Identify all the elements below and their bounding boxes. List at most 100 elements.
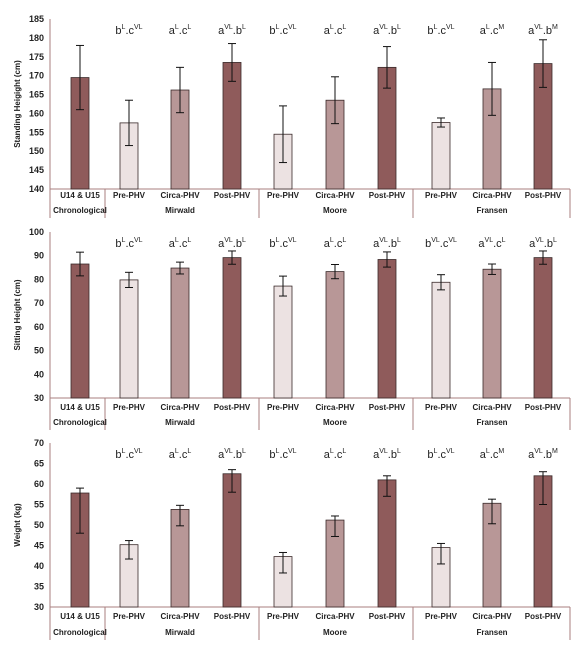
- significance-annotation: bL.cVL: [269, 448, 296, 461]
- significance-annotation: aVL.bL: [218, 24, 246, 37]
- group-label: Mirwald: [165, 206, 195, 215]
- y-tick-label: 90: [34, 251, 44, 261]
- significance-annotation: aVL.bL: [218, 237, 246, 250]
- category-label: Pre-PHV: [113, 191, 146, 200]
- bar: [377, 259, 397, 399]
- category-label: Circa-PHV: [160, 191, 200, 200]
- significance-annotation: aVL.bL: [373, 448, 401, 461]
- group-label: Moore: [323, 418, 348, 427]
- significance-annotation: aL.cL: [324, 448, 347, 461]
- significance-annotation: bVL.cVL: [425, 237, 457, 250]
- y-tick-label: 50: [34, 346, 44, 356]
- y-tick-label: 170: [29, 71, 44, 81]
- significance-annotation: aL.cL: [324, 237, 347, 250]
- bar: [119, 279, 139, 399]
- bar: [222, 473, 242, 608]
- category-label: Circa-PHV: [472, 612, 512, 621]
- category-label: Post-PHV: [214, 612, 251, 621]
- category-label: Post-PHV: [525, 403, 562, 412]
- y-tick-label: 100: [29, 227, 44, 237]
- category-label: Post-PHV: [214, 191, 251, 200]
- category-label: Circa-PHV: [472, 403, 512, 412]
- bar: [431, 122, 451, 190]
- y-tick-label: 145: [29, 165, 44, 175]
- category-label: Pre-PHV: [425, 612, 458, 621]
- y-tick-label: 55: [34, 500, 44, 510]
- significance-annotation: bL.cVL: [115, 237, 142, 250]
- significance-annotation: aL.cM: [480, 24, 505, 37]
- significance-annotation: bL.cVL: [269, 237, 296, 250]
- category-label: Circa-PHV: [160, 612, 200, 621]
- significance-annotation: aL.cL: [169, 24, 192, 37]
- group-label: Chronological: [53, 628, 107, 637]
- bar: [273, 285, 293, 399]
- category-label: Pre-PHV: [113, 403, 146, 412]
- chart-panel-1: 140 145 150 155 160 165 170 175 180 185 Standing H…: [13, 14, 571, 218]
- category-label: Circa-PHV: [472, 191, 512, 200]
- category-label: Pre-PHV: [267, 191, 300, 200]
- group-label: Moore: [323, 628, 348, 637]
- y-tick-label: 70: [34, 438, 44, 448]
- chart-panel-2: 30 40 50 60 70 80 90 100 Sitting Height (cm) U14 …: [13, 227, 571, 430]
- category-label: U14 & U15: [60, 403, 100, 412]
- y-tick-label: 140: [29, 184, 44, 194]
- significance-annotation: aVL.bL: [373, 237, 401, 250]
- category-label: Pre-PHV: [425, 191, 458, 200]
- y-tick-label: 60: [34, 479, 44, 489]
- y-tick-label: 30: [34, 393, 44, 403]
- bar: [170, 267, 190, 399]
- category-label: Circa-PHV: [160, 403, 200, 412]
- significance-annotation: aL.cL: [169, 237, 192, 250]
- y-tick-label: 70: [34, 298, 44, 308]
- significance-annotation: bL.cVL: [115, 24, 142, 37]
- y-tick-label: 150: [29, 146, 44, 156]
- y-tick-label: 40: [34, 561, 44, 571]
- y-tick-label: 40: [34, 369, 44, 379]
- significance-annotation: aVL.bL: [218, 448, 246, 461]
- y-tick-label: 45: [34, 541, 44, 551]
- significance-annotation: bL.cVL: [269, 24, 296, 37]
- category-label: U14 & U15: [60, 612, 100, 621]
- category-label: Post-PHV: [525, 612, 562, 621]
- group-label: Fransen: [476, 628, 507, 637]
- y-tick-label: 65: [34, 459, 44, 469]
- y-tick-label: 60: [34, 322, 44, 332]
- significance-annotation: bL.cVL: [115, 448, 142, 461]
- category-label: Circa-PHV: [315, 612, 355, 621]
- category-label: Post-PHV: [525, 191, 562, 200]
- bar: [377, 479, 397, 608]
- category-label: Circa-PHV: [315, 191, 355, 200]
- category-label: Post-PHV: [369, 403, 406, 412]
- category-label: Post-PHV: [369, 612, 406, 621]
- significance-annotation: aL.cL: [324, 24, 347, 37]
- y-axis-label: Weight (kg): [13, 503, 22, 547]
- category-label: U14 & U15: [60, 191, 100, 200]
- group-label: Chronological: [53, 206, 107, 215]
- bar: [533, 257, 553, 399]
- y-tick-label: 80: [34, 274, 44, 284]
- group-label: Fransen: [476, 206, 507, 215]
- bar: [325, 271, 345, 399]
- significance-annotation: aL.cL: [169, 448, 192, 461]
- y-tick-label: 165: [29, 90, 44, 100]
- significance-annotation: bL.cVL: [427, 448, 454, 461]
- category-label: Pre-PHV: [425, 403, 458, 412]
- category-label: Circa-PHV: [315, 403, 355, 412]
- category-label: Pre-PHV: [113, 612, 146, 621]
- significance-annotation: aVL.bL: [373, 24, 401, 37]
- y-tick-label: 185: [29, 14, 44, 24]
- group-label: Chronological: [53, 418, 107, 427]
- significance-annotation: aVL.bM: [528, 24, 558, 37]
- bar: [70, 263, 90, 399]
- bar: [482, 268, 502, 399]
- group-label: Fransen: [476, 418, 507, 427]
- category-label: Pre-PHV: [267, 403, 300, 412]
- group-label: Moore: [323, 206, 348, 215]
- category-label: Pre-PHV: [267, 612, 300, 621]
- significance-annotation: aL.cM: [480, 448, 505, 461]
- y-tick-label: 30: [34, 602, 44, 612]
- y-tick-label: 35: [34, 582, 44, 592]
- significance-annotation: aVL.bM: [528, 448, 558, 461]
